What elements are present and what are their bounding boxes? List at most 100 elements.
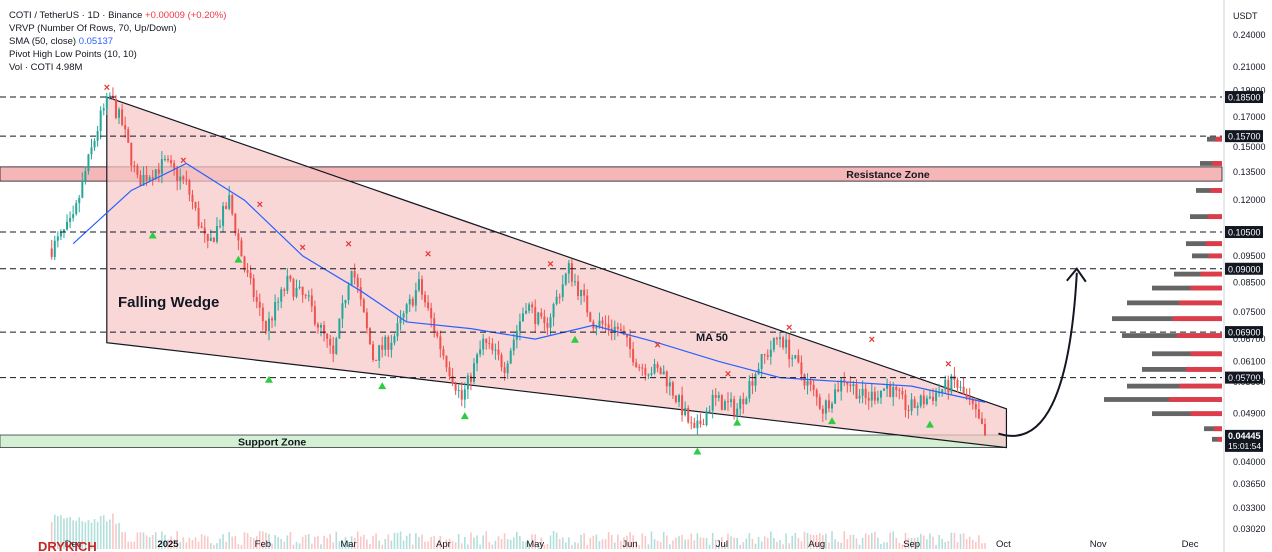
volume-bar [959,533,962,549]
candle [457,384,460,398]
candle [313,300,316,327]
candle [316,322,319,334]
volume-bar [626,535,628,549]
volume-bar [399,531,402,549]
candle [879,390,882,405]
x-tick-label: Dec [65,539,82,550]
volume-bar [607,531,610,549]
volume-bar [488,541,491,549]
candle [573,273,576,286]
candle [671,380,674,399]
candle [827,393,830,413]
volume-bar [604,539,607,549]
candle [852,380,855,395]
candle [298,280,301,290]
candle [699,413,702,428]
volume-bar [154,532,157,549]
volume-bar [246,533,249,549]
candle [393,333,396,346]
candle [252,274,255,302]
volume-bar [57,516,59,549]
candle [301,286,304,303]
y-tick-label: 0.03650 [1233,479,1266,489]
volume-profile-bar [1152,285,1222,291]
volume-bar [317,536,319,549]
volume-bar [396,532,399,549]
volume-bar [601,539,604,549]
candle [151,169,154,186]
volume-bar [265,532,267,549]
candle [338,318,341,339]
candle [626,334,628,347]
volume-bar [941,538,943,549]
candle [365,308,368,334]
candle [96,125,99,147]
volume-bar [375,533,377,549]
volume-bar [650,531,653,549]
volume-bar [274,535,276,549]
volume-bar [93,519,96,549]
volume-indicator: Vol · COTI [9,62,54,73]
volume-profile-bar [1186,241,1222,247]
volume-bar [179,542,182,549]
pivot-low-marker [264,375,273,383]
x-tick-label: Feb [255,539,271,550]
volume-bar [895,537,898,549]
falling-wedge [106,96,1008,449]
candle [445,355,448,372]
volume-profile-bar [1196,188,1222,193]
volume-bar [60,515,62,549]
volume-bar [620,540,622,549]
candle [690,416,693,430]
volume-bar [408,533,411,549]
candle [647,373,650,379]
candle [460,381,463,407]
price-level-tag [1225,262,1263,275]
volume-bar [919,533,922,549]
volume-bar [589,537,592,549]
candle [950,373,953,395]
price-level-value: 0.15700 [1228,132,1261,142]
candle [525,302,528,315]
candle [274,294,277,327]
volume-bar [170,536,172,549]
candle [66,214,69,231]
volume-bar [506,539,509,549]
candle [846,381,849,393]
volume-bar [206,536,209,549]
candle [705,407,708,427]
volume-bar [558,539,561,549]
volume-bar [289,532,292,549]
candle [59,229,62,240]
volume-bar [87,520,90,549]
volume-bar [363,534,365,549]
volume-bar [984,543,986,549]
candle [200,222,203,229]
volume-bar [751,538,754,549]
candle [812,379,815,397]
volume-bar [586,544,589,549]
candle [69,211,72,229]
candle [384,334,387,356]
candle [430,302,433,328]
candle [209,229,212,242]
volume-bar [118,522,120,549]
volume-bar [742,542,745,549]
candle [473,358,475,385]
volume-bar [133,541,136,549]
y-tick-label: 0.09500 [1233,251,1266,261]
pivot-low-marker [925,420,934,428]
volume-bar [130,541,133,549]
volume-bar [320,544,322,549]
candle [824,399,827,421]
volume-bar [656,540,659,549]
volume-bar [528,543,530,549]
y-tick-label: 0.17000 [1233,112,1266,122]
pivot-low-marker [570,335,579,343]
volume-bar [96,521,99,549]
y-tick-label: 0.05600 [1233,377,1266,387]
pivot-high-marker: × [654,339,660,351]
chart-legend: COTI / TetherUS · 1D · Binance +0.00009 … [9,9,226,74]
candle [928,389,931,400]
